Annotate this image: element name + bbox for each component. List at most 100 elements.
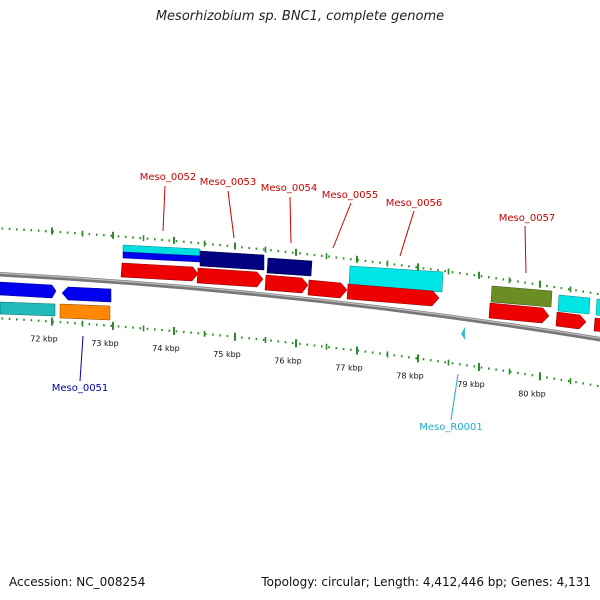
scale-dot (52, 230, 54, 233)
gene-arrow[interactable] (307, 279, 348, 299)
scale-dot (495, 368, 497, 371)
genome-backbone (0, 272, 600, 342)
gene-feature[interactable] (348, 265, 444, 293)
scale-dot (30, 319, 33, 322)
gene-arrow[interactable] (555, 311, 587, 330)
left-features (0, 281, 112, 321)
gene-arrow[interactable] (488, 302, 550, 324)
scale-dot (589, 291, 592, 294)
scale-dot (400, 355, 403, 358)
gene-arrow[interactable] (346, 283, 440, 307)
scale-dot (488, 367, 490, 370)
gene-label-meso-0057[interactable]: Meso_0057 (499, 213, 556, 224)
scale-dot (502, 369, 505, 372)
gene-arrow[interactable] (593, 317, 600, 332)
scale-dot (299, 252, 301, 255)
scale-dot (270, 249, 272, 252)
gene-label-meso-0055[interactable]: Meso_0055 (322, 190, 379, 201)
scale-dot (1, 227, 4, 230)
scale-dot (74, 322, 76, 325)
gene-feature[interactable] (59, 303, 111, 321)
gene-label-meso-0053[interactable]: Meso_0053 (200, 177, 257, 188)
scale-dot (488, 276, 490, 279)
scale-dot (328, 346, 330, 349)
scale-dot (45, 230, 47, 233)
scale-dot (480, 275, 483, 278)
scale-dot (451, 362, 454, 365)
scale-dot (139, 237, 141, 240)
scale-dot (466, 273, 468, 276)
scale-dot (183, 330, 185, 334)
tick-label: 77 kbp (335, 364, 363, 373)
gene-arrow[interactable] (0, 281, 57, 299)
scale-dot (567, 379, 570, 383)
scale-dot (284, 250, 287, 253)
genome-backbone-highlight (0, 272, 600, 339)
scale-dot (451, 271, 454, 274)
scale-dot (103, 324, 105, 327)
scale-dot (255, 338, 258, 341)
gene-label-meso-0054[interactable]: Meso_0054 (261, 183, 318, 194)
gene-arrow[interactable] (120, 262, 199, 282)
gene-feature[interactable] (0, 301, 56, 317)
scale-dot (379, 352, 381, 355)
scale-dot (241, 246, 243, 249)
scale-dot (204, 332, 207, 336)
tick-label: 72 kbp (30, 335, 58, 344)
scale-dot (204, 242, 207, 245)
map-title: Mesorhizobium sp. BNC1, complete genome (155, 9, 445, 24)
scale-dot (219, 244, 221, 247)
gene-feature[interactable] (266, 257, 313, 277)
gene-label-meso-r0001[interactable]: Meso_R0001 (419, 422, 483, 433)
tick-label: 78 kbp (396, 371, 424, 380)
gene-feature[interactable] (595, 298, 600, 316)
scale-dot (553, 285, 555, 289)
gene-arrow[interactable] (196, 267, 264, 288)
gene-label-meso-0051[interactable]: Meso_0051 (52, 383, 109, 394)
scale-dot (531, 282, 534, 285)
leader-lines (79, 185, 527, 421)
scale-dot (117, 325, 120, 328)
scale-dot (575, 289, 577, 292)
scale-dot (277, 249, 279, 253)
scale-dot (509, 370, 512, 373)
accession-text: Accession: NC_008254 (9, 575, 146, 589)
gene-feature[interactable] (557, 294, 591, 315)
tick-label: 74 kbp (152, 344, 180, 353)
inner-forward-track (120, 262, 600, 332)
scale-dot (59, 231, 62, 234)
gene-feature[interactable] (490, 285, 553, 308)
scale-dot (124, 235, 127, 238)
gene-label-meso-0052[interactable]: Meso_0052 (140, 172, 197, 183)
tick-label: 80 kbp (518, 389, 546, 398)
scale-dot (321, 254, 323, 257)
scale-dot (371, 260, 374, 263)
scale-dot (88, 233, 91, 236)
scale-dot (197, 332, 200, 335)
scale-dot (393, 354, 396, 357)
scale-dot (429, 268, 432, 271)
scale-dot (596, 384, 599, 387)
rna-marker-icon[interactable] (461, 327, 465, 340)
gene-arrow[interactable] (264, 274, 309, 294)
scale-dot (408, 265, 410, 268)
scale-dot (16, 318, 18, 321)
scale-dot (517, 280, 519, 283)
scale-dot (408, 356, 410, 359)
scale-dot (582, 382, 584, 385)
leader-line (227, 190, 235, 239)
leader-line (332, 202, 352, 249)
leader-line (450, 373, 459, 421)
gene-feature[interactable] (199, 250, 265, 271)
scale-dot (88, 323, 91, 326)
gene-arrow[interactable] (61, 286, 112, 303)
tick-label: 76 kbp (274, 356, 302, 365)
gene-label-meso-0056[interactable]: Meso_0056 (386, 198, 443, 209)
scale-dot (270, 339, 272, 342)
scale-dot (117, 235, 120, 238)
scale-dot (466, 364, 468, 367)
scale-dot (291, 341, 294, 345)
scale-dot (161, 238, 163, 241)
scale-dot (531, 374, 534, 377)
scale-dot (437, 269, 439, 272)
